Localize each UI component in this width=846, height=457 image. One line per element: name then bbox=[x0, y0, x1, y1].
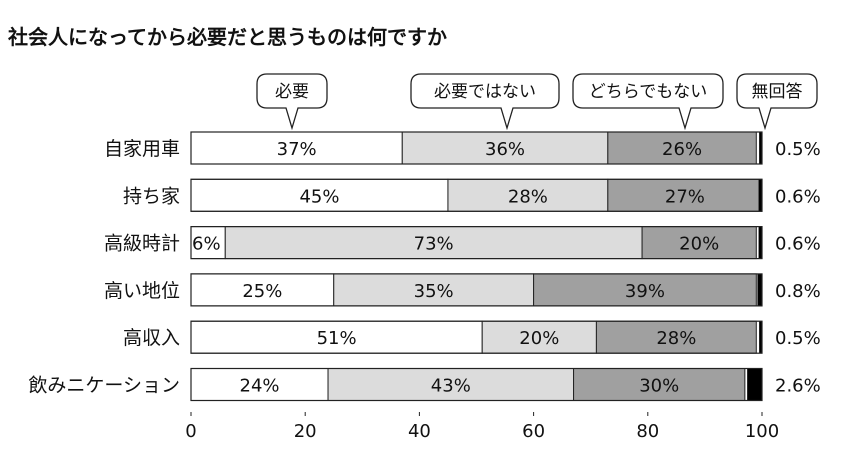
bar-segment bbox=[607, 178, 763, 212]
bar-outline bbox=[190, 320, 763, 354]
bar-segment bbox=[447, 178, 609, 212]
bar-segment bbox=[595, 320, 757, 354]
bar-segment bbox=[759, 321, 762, 354]
x-tick-label: 60 bbox=[522, 421, 545, 442]
data-label: 51% bbox=[317, 328, 357, 349]
category-label: 自家用車 bbox=[104, 138, 180, 160]
bar-segment bbox=[758, 226, 762, 259]
bars: 37% 36% 26% 0.5% 45% 28% 27% 0.6% 6% 73% 20% 0.6% 25… bbox=[190, 131, 821, 402]
bar-segment bbox=[607, 131, 757, 165]
data-label: 39% bbox=[625, 281, 665, 302]
category-label: 持ち家 bbox=[123, 185, 180, 207]
category-label: 飲みニケーション bbox=[28, 375, 180, 397]
data-label: 26% bbox=[662, 139, 702, 160]
data-label: 28% bbox=[508, 186, 548, 207]
data-label: 45% bbox=[299, 186, 339, 207]
data-label: 27% bbox=[665, 186, 705, 207]
x-tick-label: 20 bbox=[294, 421, 317, 442]
legend-callout bbox=[736, 73, 818, 131]
data-label: 25% bbox=[242, 281, 282, 302]
bar-outline bbox=[190, 178, 763, 212]
data-label: 30% bbox=[639, 376, 679, 397]
bar-segment bbox=[190, 368, 329, 401]
x-axis: 0 20 40 60 80 100 bbox=[185, 412, 779, 442]
legend-label: 無回答 bbox=[752, 82, 803, 102]
no-answer-label: 0.6% bbox=[775, 186, 821, 207]
data-label: 36% bbox=[485, 139, 525, 160]
data-label: 37% bbox=[277, 139, 317, 160]
data-label: 20% bbox=[519, 328, 559, 349]
legend-callout bbox=[410, 73, 560, 131]
x-tick-label: 80 bbox=[636, 421, 659, 442]
data-label: 24% bbox=[240, 376, 280, 397]
bar-segment bbox=[758, 179, 762, 212]
legend-label: 必要 bbox=[275, 82, 309, 102]
bar-outline bbox=[190, 367, 763, 402]
legend-callout bbox=[256, 73, 328, 131]
legend-callout bbox=[572, 73, 724, 131]
no-answer-label: 0.8% bbox=[775, 281, 821, 302]
category-label: 高い地位 bbox=[104, 280, 180, 302]
bar-segment bbox=[747, 368, 762, 401]
x-tick-label: 0 bbox=[185, 421, 196, 442]
bar-segment bbox=[757, 273, 762, 306]
chart-title: 社会人になってから必要だと思うものは何ですか bbox=[7, 25, 447, 49]
x-tick-label: 40 bbox=[408, 421, 431, 442]
data-label: 20% bbox=[679, 234, 719, 255]
legend-label: 必要ではない bbox=[434, 82, 536, 102]
bar-outline bbox=[190, 273, 763, 307]
data-label: 28% bbox=[656, 328, 696, 349]
category-label: 高収入 bbox=[123, 327, 180, 349]
data-label: 6% bbox=[192, 234, 221, 255]
no-answer-label: 0.6% bbox=[775, 234, 821, 255]
bar-segment bbox=[327, 368, 575, 401]
no-answer-label: 0.5% bbox=[775, 139, 821, 160]
no-answer-label: 0.5% bbox=[775, 328, 821, 349]
legend-label: どちらでもない bbox=[589, 82, 708, 102]
category-label: 高級時計 bbox=[104, 233, 180, 255]
bar-segment bbox=[759, 132, 762, 164]
bar-outline bbox=[190, 226, 763, 260]
data-label: 35% bbox=[414, 281, 454, 302]
data-label: 43% bbox=[431, 376, 471, 397]
no-answer-label: 2.6% bbox=[775, 376, 821, 397]
bar-outline bbox=[190, 131, 763, 165]
legend: 必要 必要ではない どちらでもない 無回答 bbox=[256, 73, 818, 131]
x-tick-label: 100 bbox=[745, 421, 779, 442]
bar-segment bbox=[573, 368, 746, 401]
data-label: 73% bbox=[414, 234, 454, 255]
